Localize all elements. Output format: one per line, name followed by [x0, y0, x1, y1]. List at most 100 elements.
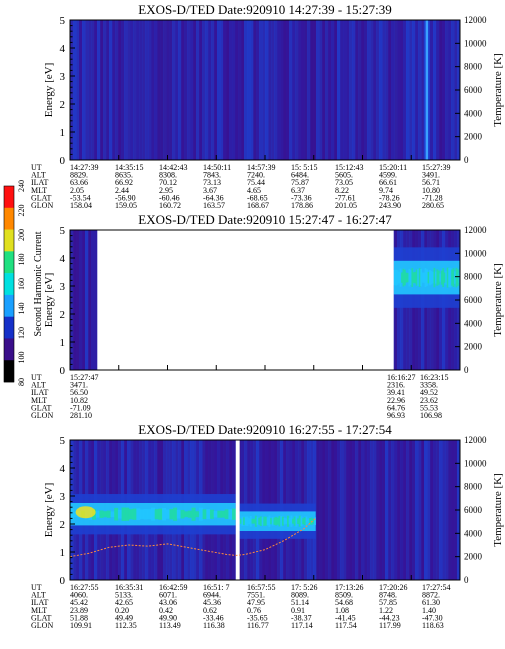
orbit-table-cell: 7240. — [247, 171, 265, 180]
orbit-table-cell: 17:20:26 — [379, 583, 407, 592]
y-right-tick-label: 12000 — [464, 15, 487, 25]
orbit-table-cell: 54.68 — [335, 598, 353, 607]
background-streak — [388, 20, 392, 160]
background-streak — [397, 20, 401, 160]
orbit-table-cell: 8748. — [379, 591, 397, 600]
background-streak — [400, 440, 404, 580]
orbit-table-cell: 15:20:11 — [379, 163, 407, 172]
band-segment — [184, 511, 189, 518]
orbit-table-cell: 3491. — [422, 171, 440, 180]
background-streak — [160, 20, 164, 160]
data-gap — [235, 440, 240, 580]
orbit-table-cell: 6484. — [291, 171, 309, 180]
background-streak — [445, 20, 449, 160]
orbit-table-cell: -56.90 — [115, 193, 136, 202]
background-streak — [253, 20, 257, 160]
background-streak — [139, 20, 143, 160]
y-axis-label: Energy [eV] — [43, 63, 55, 117]
background-streak — [205, 20, 209, 160]
orbit-table-cell: 66.61 — [379, 178, 397, 187]
background-streak — [91, 20, 95, 160]
band-segment — [401, 272, 403, 283]
band-segment — [110, 511, 115, 517]
background-streak — [298, 20, 302, 160]
background-streak — [286, 20, 290, 160]
orbit-table-cell: 112.35 — [115, 621, 137, 630]
colorbar-tick-label: 220 — [17, 205, 26, 217]
orbit-table-cell: 2316. — [387, 381, 405, 390]
band-segment — [173, 507, 178, 521]
background-streak — [235, 20, 239, 160]
background-streak — [328, 20, 332, 160]
orbit-table-cell: 73.05 — [335, 178, 353, 187]
band-segment — [440, 270, 443, 285]
background-streak — [451, 440, 455, 580]
background-streak — [394, 20, 398, 160]
orbit-row-label: UT — [31, 373, 42, 382]
background-streak — [358, 440, 362, 580]
orbit-table-cell: 0.91 — [291, 606, 305, 615]
background-streak — [433, 440, 437, 580]
background-streak — [109, 20, 113, 160]
background-streak — [439, 20, 443, 160]
y-tick-label: 1 — [60, 337, 66, 349]
band-segment — [443, 272, 446, 283]
orbit-table-cell: 159.05 — [115, 201, 137, 210]
background-streak — [316, 20, 320, 160]
band-segment — [312, 518, 315, 524]
band-segment — [421, 272, 424, 283]
y-right-tick-label: 2000 — [464, 342, 483, 352]
band-segment — [106, 510, 111, 518]
orbit-table-cell: 160.72 — [159, 201, 181, 210]
background-streak — [280, 20, 284, 160]
orbit-table-cell: -71.09 — [70, 403, 91, 412]
background-streak — [361, 20, 365, 160]
orbit-table-cell: 8509. — [335, 591, 353, 600]
background-streak — [73, 20, 77, 160]
orbit-row-label: MLT — [31, 186, 47, 195]
band-segment — [270, 518, 273, 525]
orbit-table-cell: 3358. — [420, 381, 438, 390]
orbit-table-cell: -60.46 — [159, 193, 180, 202]
band-segment — [417, 269, 420, 287]
orbit-table-cell: 2.95 — [159, 186, 173, 195]
background-streak — [439, 440, 443, 580]
background-streak — [421, 440, 425, 580]
background-streak — [451, 20, 455, 160]
band-segment — [436, 269, 439, 286]
orbit-table-cell: 17: 5:26 — [291, 583, 317, 592]
orbit-table-cell: 163.57 — [203, 201, 225, 210]
band-segment — [396, 270, 399, 285]
band-segment — [176, 509, 181, 519]
band-segment — [303, 517, 306, 526]
orbit-table-cell: 116.77 — [247, 621, 269, 630]
orbit-row-label: GLAT — [31, 193, 52, 202]
background-streak — [91, 230, 95, 370]
band-segment — [266, 517, 269, 526]
orbit-table-cell: 17:13:26 — [335, 583, 363, 592]
background-streak — [157, 20, 161, 160]
plot-area — [70, 20, 460, 160]
y-right-tick-label: 4000 — [464, 108, 483, 118]
background-streak — [247, 20, 251, 160]
orbit-table-cell: -35.65 — [247, 613, 268, 622]
band-segment — [420, 268, 422, 287]
orbit-table-cell: 281.10 — [70, 411, 92, 420]
orbit-table-cell: 3.67 — [203, 186, 217, 195]
background-streak — [385, 440, 389, 580]
orbit-table-cell: 280.65 — [422, 201, 444, 210]
orbit-table-cell: 5605. — [335, 171, 353, 180]
colorbar: 80 100 120 140 160 180 200 220 240 Second Harmoni… — [3, 180, 44, 386]
orbit-table-cell: 2.05 — [70, 186, 84, 195]
background-streak — [394, 440, 398, 580]
band-segment — [399, 268, 402, 287]
band-segment — [95, 510, 100, 518]
band-segment — [293, 516, 296, 526]
band-segment — [213, 511, 218, 518]
background-streak — [343, 20, 347, 160]
background-streak — [79, 230, 83, 370]
band-segment — [423, 272, 425, 283]
band-segment — [162, 507, 167, 521]
orbit-row-label: ALT — [31, 171, 46, 180]
orbit-table-cell: 16:42:59 — [159, 583, 187, 592]
